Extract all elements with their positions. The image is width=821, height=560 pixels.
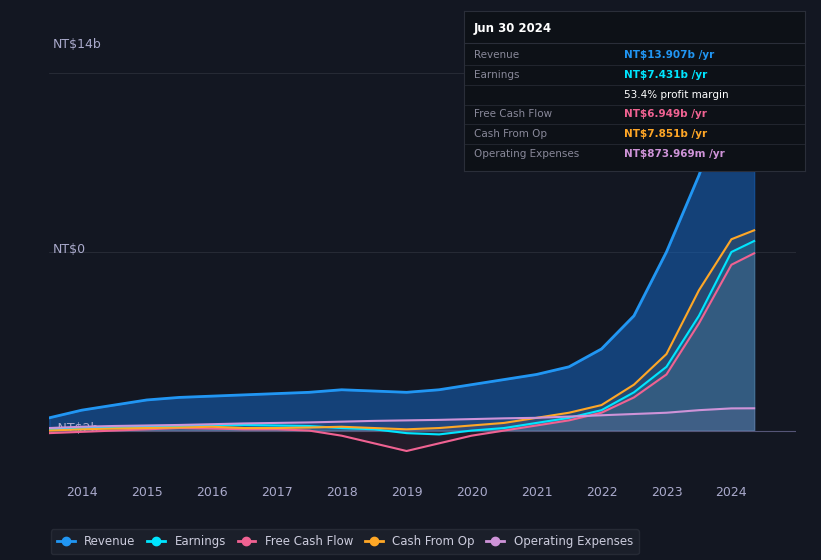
Text: Jun 30 2024: Jun 30 2024 <box>474 22 553 35</box>
Text: Earnings: Earnings <box>474 70 520 80</box>
Text: NT$7.851b /yr: NT$7.851b /yr <box>624 129 707 139</box>
Text: 53.4% profit margin: 53.4% profit margin <box>624 90 728 100</box>
Legend: Revenue, Earnings, Free Cash Flow, Cash From Op, Operating Expenses: Revenue, Earnings, Free Cash Flow, Cash … <box>51 529 639 554</box>
Text: Operating Expenses: Operating Expenses <box>474 149 580 159</box>
Text: Cash From Op: Cash From Op <box>474 129 547 139</box>
Text: NT$7.431b /yr: NT$7.431b /yr <box>624 70 707 80</box>
Text: NT$13.907b /yr: NT$13.907b /yr <box>624 50 714 60</box>
Text: NT$0: NT$0 <box>53 243 86 256</box>
Text: Revenue: Revenue <box>474 50 519 60</box>
Text: NT$873.969m /yr: NT$873.969m /yr <box>624 149 725 159</box>
Text: -NT$2b: -NT$2b <box>53 422 99 435</box>
Text: NT$14b: NT$14b <box>53 39 102 52</box>
Text: NT$6.949b /yr: NT$6.949b /yr <box>624 110 707 119</box>
Text: Free Cash Flow: Free Cash Flow <box>474 110 553 119</box>
